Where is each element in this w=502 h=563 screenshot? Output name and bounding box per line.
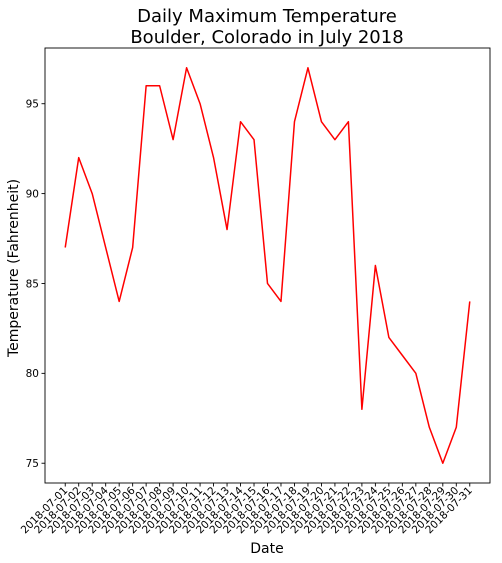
y-tick-label: 80 [26, 368, 39, 380]
y-axis-label: Temperature (Fahrenheit) [6, 179, 22, 358]
plot-frame [44, 47, 491, 484]
series-line-0 [64, 67, 471, 464]
x-axis-label: Date [250, 541, 283, 557]
y-tick-label: 85 [26, 278, 39, 290]
y-tick-label: 95 [26, 99, 39, 111]
chart-title-line-1: Daily Maximum Temperature [137, 6, 397, 27]
plot-area [44, 47, 491, 484]
y-tick-label: 90 [26, 188, 39, 200]
chart-title-line-2: Boulder, Colorado in July 2018 [130, 27, 403, 48]
y-tick-label: 75 [26, 458, 39, 470]
x-axis-ticks: 2018-07-012018-07-022018-07-032018-07-04… [19, 483, 475, 536]
y-axis-ticks: 75 80 85 90 95 [26, 99, 45, 470]
